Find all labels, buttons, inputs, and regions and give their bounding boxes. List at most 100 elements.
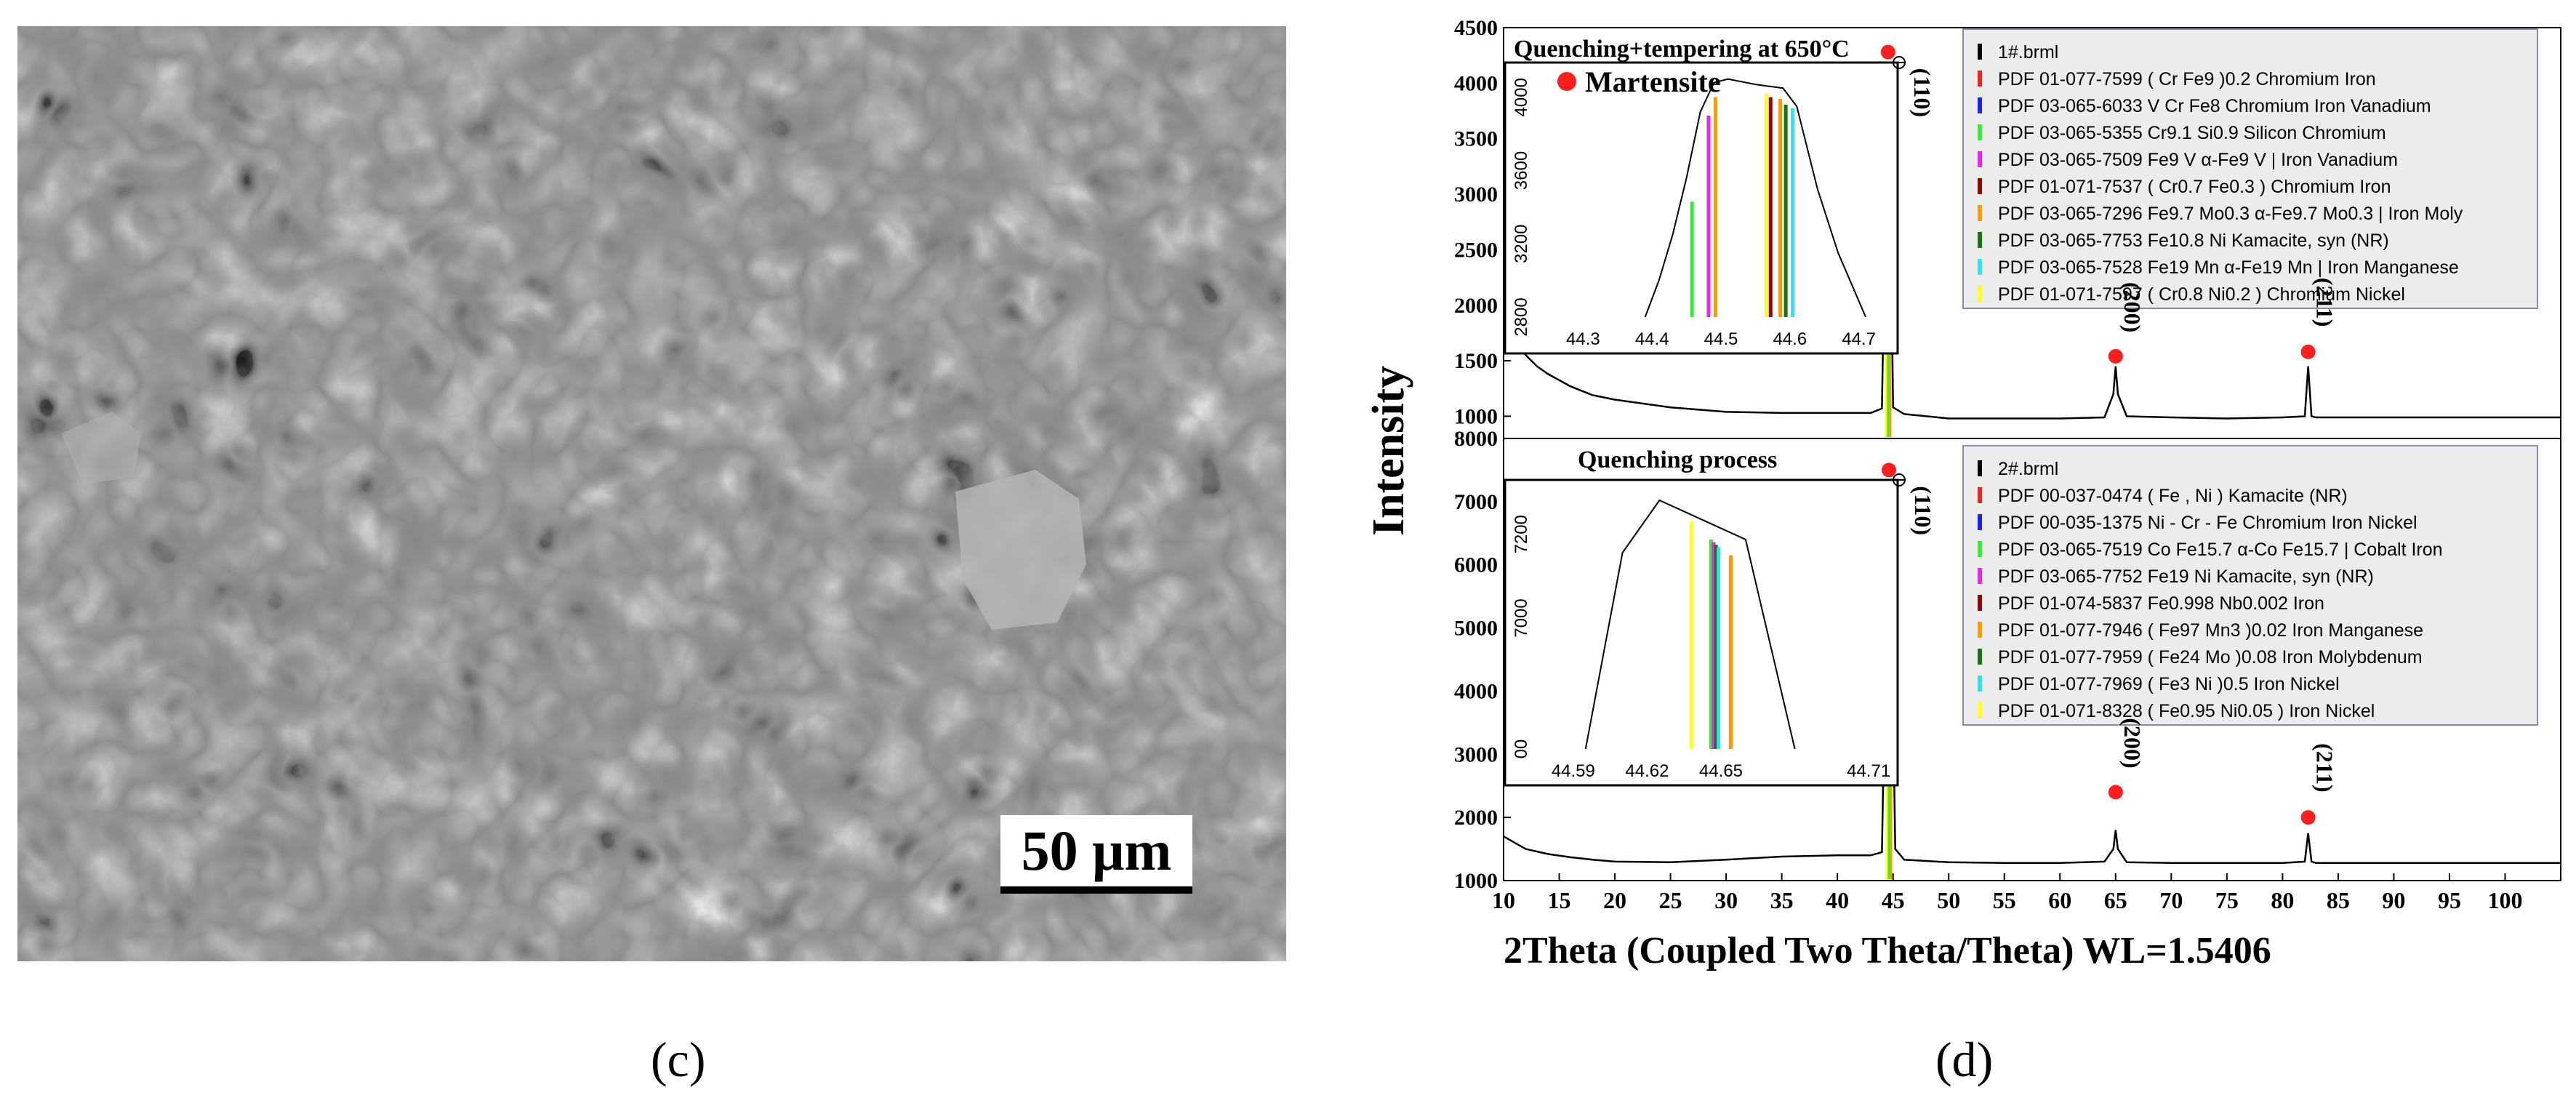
x-tick-label: 40	[1826, 887, 1849, 913]
top-y-tick-label: 2500	[1454, 238, 1498, 262]
bottom-inset-x-tick-label: 44.65	[1699, 761, 1743, 781]
bottom-inset-x-tick-label: 44.62	[1625, 761, 1669, 781]
bottom-legend-swatch	[1978, 460, 1982, 476]
top-legend-swatch	[1978, 205, 1982, 221]
bottom-legend-label: PDF 03-065-7519 Co Fe15.7 α-Co Fe15.7 | …	[1998, 540, 2443, 560]
bottom-y-tick-label: 2000	[1454, 806, 1498, 830]
top-inset-frame	[1504, 61, 1899, 355]
bottom-legend-label: 2#.brml	[1998, 459, 2058, 479]
bottom-peak-marker	[2108, 785, 2123, 800]
micrograph-image: 50 μm	[17, 26, 1286, 961]
top-legend-label: PDF 01-071-7597 ( Cr0.8 Ni0.2 ) Chromium…	[1998, 284, 2405, 305]
x-tick-label: 55	[1993, 887, 2016, 913]
top-inset-profile	[1644, 78, 1867, 318]
top-inset-x-tick-label: 44.3	[1566, 329, 1600, 349]
bottom-inset-x-tick-label: 44.71	[1847, 761, 1890, 781]
top-inset-x-tick-label: 44.5	[1704, 329, 1738, 349]
top-peak-marker	[2108, 349, 2123, 364]
bottom-legend-box	[1962, 445, 2538, 726]
top-inset-y-tick-label: 2800	[1512, 297, 1531, 336]
top-legend-label: PDF 03-065-6033 V Cr Fe8 Chromium Iron V…	[1998, 96, 2431, 116]
bottom-inset-y-tick-label: 00	[1512, 740, 1531, 759]
bottom-legend-label: PDF 00-035-1375 Ni - Cr - Fe Chromium Ir…	[1998, 513, 2417, 533]
x-tick-label: 35	[1770, 887, 1794, 913]
top-inset-phase-marker	[1557, 72, 1576, 91]
x-tick-label: 30	[1714, 887, 1738, 913]
top-legend-swatch	[1978, 259, 1982, 275]
x-axis-title: 2Theta (Coupled Two Theta/Theta) WL=1.54…	[1504, 930, 2271, 971]
bottom-inset-x-tick-label: 44.59	[1552, 761, 1595, 781]
top-legend-swatch	[1978, 151, 1982, 167]
bottom-legend-swatch	[1978, 702, 1982, 718]
bottom-legend-label: PDF 00-037-0474 ( Fe , Ni ) Kamacite (NR…	[1998, 486, 2348, 506]
bottom-inset-y-tick-label: 7200	[1512, 515, 1531, 553]
bottom-legend-label: PDF 01-077-7959 ( Fe24 Mo )0.08 Iron Mol…	[1998, 647, 2423, 668]
top-inset-x-tick-label: 44.4	[1635, 329, 1669, 349]
bottom-series-2#.brml	[1503, 479, 2561, 864]
top-legend-label: PDF 03-065-7528 Fe19 Mn α-Fe19 Mn | Iron…	[1998, 257, 2459, 278]
bottom-legend-swatch	[1978, 568, 1982, 584]
top-y-tick-label: 3500	[1454, 127, 1498, 151]
top-legend-label: PDF 03-065-7509 Fe9 V α-Fe9 V | Iron Van…	[1998, 150, 2398, 170]
bottom-y-tick-label: 8000	[1454, 427, 1498, 451]
bottom-legend-label: PDF 01-074-5837 Fe0.998 Nb0.002 Iron	[1998, 593, 2324, 614]
top-peak-label: (110)	[1909, 68, 1935, 118]
panel-label-d: (d)	[1935, 1032, 1994, 1087]
x-tick-label: 80	[2271, 887, 2294, 913]
bottom-plot-frame	[1503, 438, 2561, 881]
top-inset-phase-label: Martensite	[1585, 65, 1721, 98]
top-peak-label: (211)	[2312, 278, 2338, 327]
x-tick-label: 15	[1548, 887, 1571, 913]
bottom-chart: 1000 2000 3000 4000 5000 6000 7000 8000 2#.brml P…	[1454, 427, 2561, 893]
scale-bar: 50 μm	[1000, 815, 1192, 894]
x-tick-label: 95	[2438, 887, 2461, 913]
x-tick-label: 75	[2215, 887, 2239, 913]
top-peak-marker	[2300, 344, 2316, 359]
top-inset-y-tick-label: 4000	[1512, 78, 1531, 116]
scale-bar-text: 50 μm	[1022, 819, 1172, 882]
panel-label-c: (c)	[651, 1032, 706, 1087]
top-y-tick-label: 2000	[1454, 294, 1498, 318]
bottom-y-tick-label: 3000	[1454, 742, 1498, 766]
top-chart: 1000 1500 2000 2500 3000 3500 4000 4500 1#.brml P…	[1454, 16, 2561, 439]
top-inset: 44.3 44.4 44.5 44.6 44.7 2800 3200 3600 4000 Mart…	[1504, 61, 1899, 355]
bottom-y-tick-label: 6000	[1454, 553, 1498, 577]
bottom-legend-swatch	[1978, 487, 1982, 503]
shared-axes: 10 15 20 25 30 35 40 45 50 55 60 65 70 75 80 85 90 95 100 2…	[1364, 366, 2522, 971]
bottom-legend-swatch	[1978, 595, 1982, 611]
bottom-peak-label: (110)	[1910, 486, 1936, 535]
bottom-chart-title: Quenching process	[1578, 446, 1777, 473]
top-peak-marker	[1880, 44, 1895, 60]
top-legend-label: PDF 03-065-7296 Fe9.7 Mo0.3 α-Fe9.7 Mo0.…	[1998, 204, 2463, 224]
top-inset-y-tick-label: 3600	[1512, 151, 1531, 190]
bottom-peak-label: (211)	[2312, 743, 2338, 793]
bottom-inset: 44.59 44.62 44.65 44.71 00 7000 7200	[1504, 478, 1899, 787]
bottom-legend-swatch	[1978, 649, 1982, 665]
bottom-peak-label: (200)	[2119, 718, 2146, 768]
x-tick-label: 60	[2048, 887, 2071, 913]
x-tick-label: 90	[2382, 887, 2405, 913]
bottom-legend-label: PDF 01-077-7969 ( Fe3 Ni )0.5 Iron Nicke…	[1998, 674, 2340, 694]
top-legend-label: PDF 01-071-7537 ( Cr0.7 Fe0.3 ) Chromium…	[1998, 177, 2391, 197]
top-legend-swatch	[1978, 178, 1982, 194]
bottom-legend-label: PDF 03-065-7752 Fe19 Ni Kamacite, syn (N…	[1998, 566, 2374, 587]
top-legend-label: PDF 03-065-5355 Cr9.1 Si0.9 Silicon Chro…	[1998, 123, 2386, 143]
bottom-inset-frame	[1504, 478, 1899, 787]
top-legend-swatch	[1978, 232, 1982, 248]
bottom-y-tick-label: 4000	[1454, 679, 1498, 703]
bottom-legend-swatch	[1978, 514, 1982, 530]
bottom-y-tick-label: 5000	[1454, 617, 1498, 641]
bottom-inset-y-tick-label: 7000	[1512, 598, 1531, 637]
bottom-y-tick-label: 7000	[1454, 490, 1498, 514]
y-axis-title: Intensity	[1364, 366, 1413, 536]
bottom-legend-swatch	[1978, 541, 1982, 557]
bottom-legend-swatch	[1978, 622, 1982, 638]
x-tick-label: 100	[2487, 887, 2522, 913]
top-legend-swatch	[1978, 124, 1982, 140]
top-inset-y-tick-label: 3200	[1512, 225, 1531, 263]
bottom-legend-label: PDF 01-071-8328 ( Fe0.95 Ni0.05 ) Iron N…	[1998, 701, 2375, 721]
top-legend-swatch	[1978, 97, 1982, 113]
bottom-peak-marker	[1882, 462, 1897, 478]
top-peak-label: (200)	[2119, 282, 2146, 332]
